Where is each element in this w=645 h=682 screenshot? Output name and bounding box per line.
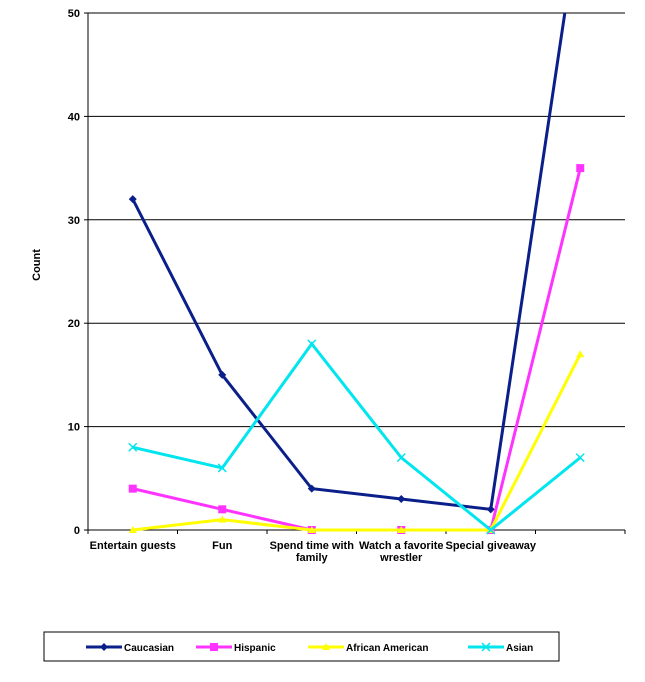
legend-marker [481, 642, 491, 652]
legend-marker [100, 643, 108, 651]
series-line [132, 341, 582, 532]
x-category-label: Special giveaway [446, 540, 537, 552]
data-point [397, 494, 406, 503]
data-point [576, 350, 585, 358]
series-line [132, 167, 582, 532]
data-point [307, 526, 316, 533]
legend-marker [210, 643, 218, 651]
gridlines [88, 12, 625, 428]
data-point [307, 339, 317, 349]
data-point [218, 370, 227, 379]
x-category-labels: Entertain guests Fun Spend time withfamily… [90, 540, 537, 564]
series-line [132, 353, 582, 532]
x-category-label: wrestler [379, 552, 423, 564]
data-point [217, 463, 227, 473]
y-tick-label: 50 [68, 8, 80, 20]
series-lines [128, 13, 585, 535]
x-category-label: Spend time with [270, 540, 355, 552]
series-line [131, 13, 567, 511]
y-tick-label: 0 [74, 525, 80, 537]
data-point [575, 453, 585, 463]
y-tick-label: 40 [68, 111, 80, 123]
legend-marker [322, 643, 330, 650]
legend-item: African American [308, 643, 428, 654]
data-point [128, 195, 137, 204]
data-point [128, 442, 138, 452]
legend-item: Asian [468, 642, 533, 654]
legend: Caucasian Hispanic African American Asian [43, 631, 560, 662]
data-point [486, 525, 496, 535]
data-point [128, 526, 137, 533]
x-category-label: Entertain guests [90, 540, 176, 552]
legend-label: Asian [506, 643, 533, 654]
legend-label: Hispanic [234, 643, 276, 654]
x-category-label: family [296, 552, 329, 564]
data-point [397, 526, 406, 533]
data-point [576, 164, 585, 173]
series-caucasian [128, 13, 567, 514]
legend-item: Hispanic [196, 643, 276, 654]
y-tick-label: 20 [68, 318, 80, 330]
x-category-label: Watch a favorite [359, 540, 444, 552]
data-point [396, 453, 406, 463]
legend-label: African American [346, 643, 428, 654]
legend-label: Caucasian [124, 643, 174, 654]
series-asian [128, 339, 585, 535]
data-point [486, 505, 495, 514]
data-point [128, 484, 137, 493]
y-tick-label: 30 [68, 215, 80, 227]
y-tick-labels: 0 10 20 30 40 50 [68, 8, 80, 537]
legend-items: Caucasian Hispanic African American Asian [86, 642, 533, 654]
data-point [218, 515, 227, 523]
data-point [307, 484, 316, 493]
y-axis-label: Count [31, 249, 43, 281]
series-african-american [128, 350, 585, 533]
legend-item: Caucasian [86, 643, 174, 654]
data-point [218, 505, 227, 514]
y-tick-label: 10 [68, 422, 80, 434]
x-category-label: Fun [212, 540, 232, 552]
